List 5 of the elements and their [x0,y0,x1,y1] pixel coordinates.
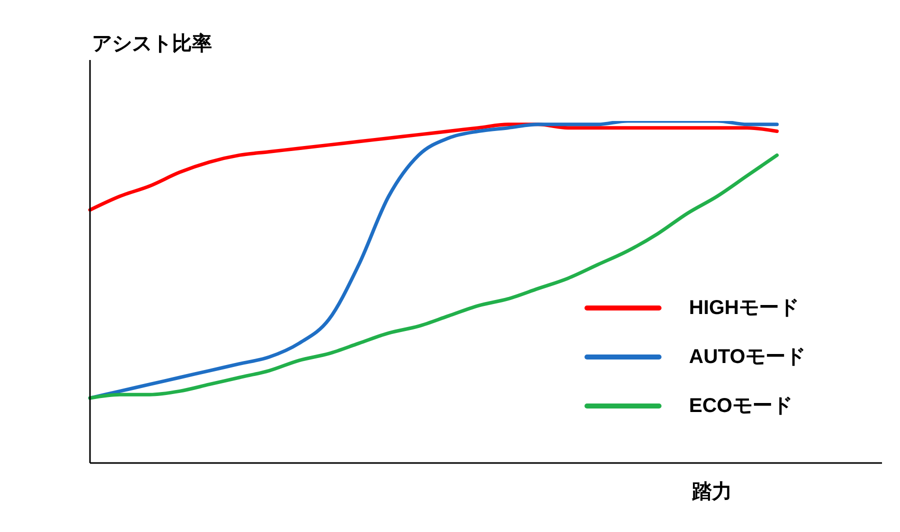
x-axis-title: 踏力 [692,480,732,505]
legend-label: AUTOモード [689,345,806,370]
legend-label: HIGHモード [689,296,799,321]
legend-label: ECOモード [689,394,792,419]
y-axis-title: アシスト比率 [92,32,212,57]
